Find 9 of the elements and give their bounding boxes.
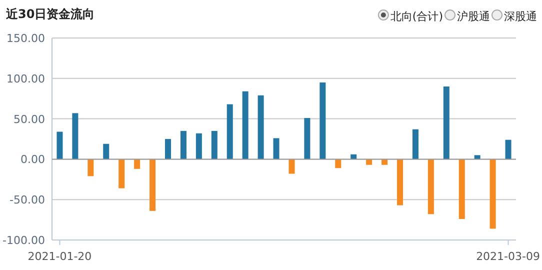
- y-tick-label: 50.00: [14, 112, 45, 126]
- y-tick-label: -100.00: [2, 234, 45, 247]
- y-tick-label: 150.00: [6, 32, 45, 45]
- x-tick-label: 2021-01-20: [28, 250, 92, 263]
- y-tick-label: 0.00: [20, 153, 45, 166]
- y-tick-label: -50.00: [10, 194, 45, 207]
- y-tick-label: 100.00: [6, 72, 45, 86]
- chart-title: 近30日资金流向: [5, 7, 95, 21]
- x-tick-label: 2021-03-09: [476, 250, 540, 263]
